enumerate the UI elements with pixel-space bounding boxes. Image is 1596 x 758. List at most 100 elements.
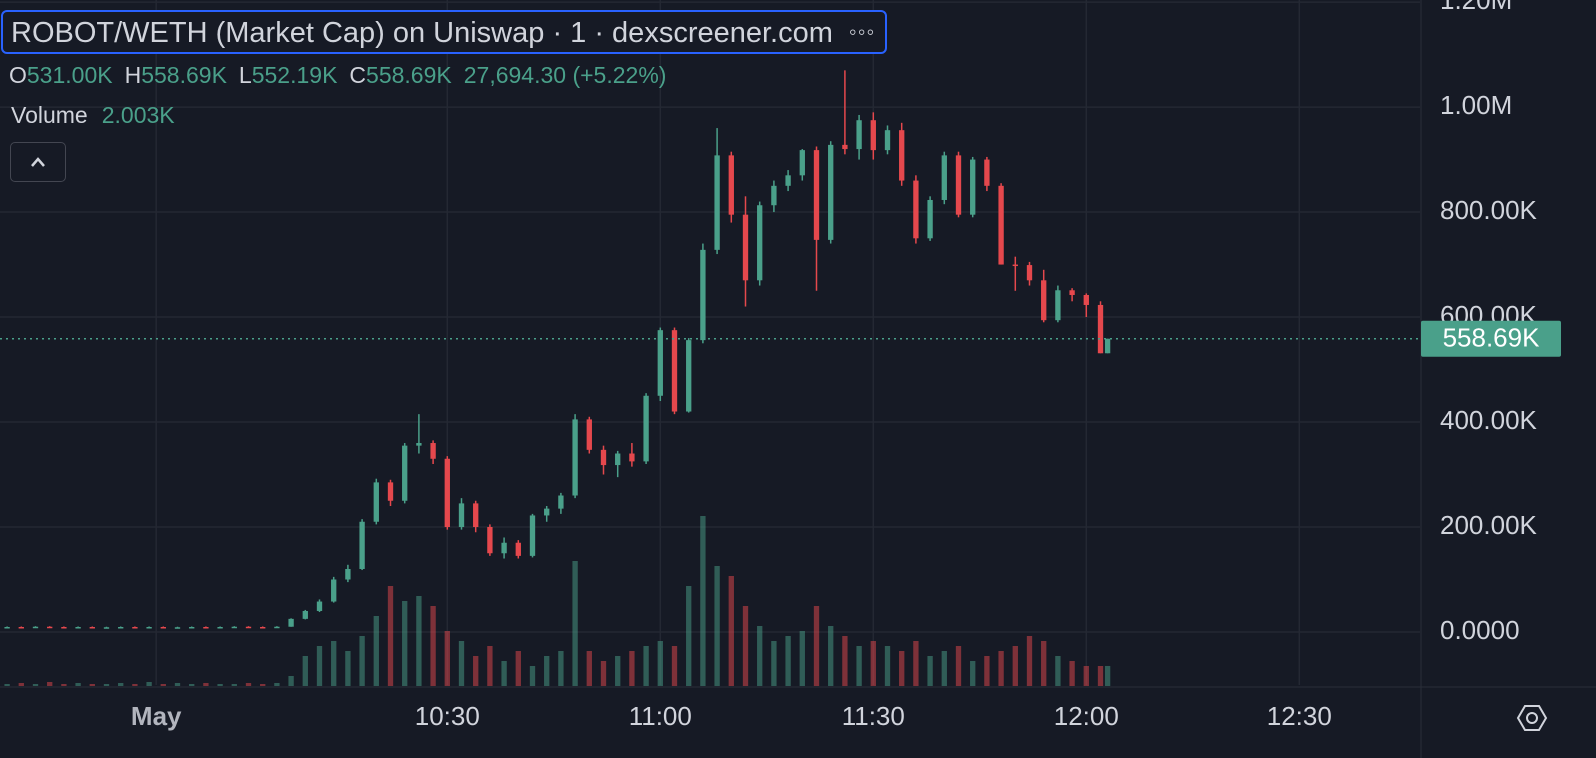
volume-bar [473, 656, 479, 686]
candle-body [671, 330, 678, 412]
settings-icon[interactable] [1516, 705, 1548, 731]
volume-bar [174, 683, 181, 686]
ohlc-key: H [124, 62, 142, 88]
volume-bar [274, 683, 280, 686]
last-price-box [1421, 320, 1561, 357]
volume-bar [984, 656, 990, 686]
volume-bar [686, 586, 692, 686]
volume-bar [32, 684, 39, 686]
settings-hexagon [1516, 705, 1548, 731]
volume-bar [771, 641, 777, 686]
volume-bar [217, 684, 223, 686]
candle-body [714, 155, 720, 250]
volume-bar [1055, 656, 1061, 686]
candle-body [686, 340, 692, 412]
volume-bar [742, 606, 749, 686]
volume-label: Volume [11, 102, 88, 128]
volume-bar [842, 636, 848, 686]
volume-bar [828, 626, 834, 686]
candle-body [47, 626, 53, 629]
candle-body [160, 626, 166, 629]
x-tick-label: 12:00 [1054, 701, 1119, 731]
volume-bar [501, 661, 507, 686]
candles [4, 70, 1111, 629]
ohlc-value: 558.69K [141, 62, 227, 88]
y-tick-label: 1.00M [1440, 90, 1512, 120]
candle-body [558, 495, 564, 509]
candle-body [927, 199, 933, 239]
candle-body [331, 579, 337, 602]
candle-body [473, 503, 479, 528]
candle-body [544, 508, 550, 516]
volume-bar [89, 684, 95, 686]
candle-body [586, 419, 592, 450]
candle-body [345, 568, 351, 580]
candle-body [174, 627, 181, 629]
candle-body [1104, 338, 1111, 354]
volume-bar [955, 646, 962, 686]
candle-body [1097, 304, 1104, 354]
volume-bar [529, 666, 536, 686]
title-box[interactable]: ROBOT/WETH (Market Cap) on Uniswap · 1 ·… [1, 10, 888, 54]
volume-bar [813, 606, 820, 686]
candle-body [700, 249, 706, 341]
candle-body [430, 443, 436, 459]
volume-bar [103, 684, 110, 686]
ohlc-value: 531.00K [26, 62, 113, 88]
more-dots[interactable]: ◦◦◦ [848, 19, 876, 44]
candle-body [955, 155, 962, 215]
ohlc-value: 558.69K [366, 62, 452, 88]
volume-bar [118, 683, 124, 686]
volume-bar [444, 631, 450, 686]
volume-bar [615, 656, 621, 686]
candle-body [302, 610, 308, 619]
volume-bar [1083, 666, 1089, 686]
volume-bar [643, 646, 649, 686]
volume-bar [1104, 665, 1111, 686]
volume-bar [970, 661, 976, 686]
volume-bar [132, 684, 138, 686]
candle-body [316, 601, 323, 611]
volume-bar [671, 646, 678, 686]
candle-body [572, 419, 578, 496]
collapse-button[interactable] [10, 142, 66, 182]
ohlc-key: O [9, 62, 27, 88]
volume-bar [1041, 641, 1047, 686]
candle-body [842, 144, 848, 150]
caret [31, 157, 45, 167]
candle-body [771, 185, 777, 206]
candle-body [757, 205, 763, 281]
candle-body [18, 626, 24, 629]
volume-bar [558, 651, 564, 686]
volume-bar [1097, 666, 1104, 686]
candle-body [103, 627, 110, 629]
volume-bar [884, 646, 891, 686]
volume-bars [4, 516, 1111, 686]
candle-body [742, 214, 749, 281]
volume-bar [714, 566, 720, 686]
volume-bar [458, 641, 465, 686]
volume-bar [231, 684, 237, 686]
candle-body [89, 626, 95, 629]
x-tick-label: 12:30 [1267, 701, 1332, 731]
volume-bar [203, 683, 209, 686]
x-tick-label: May [131, 701, 182, 731]
candle-body [998, 185, 1004, 265]
volume-bar [572, 561, 578, 686]
candle-body [643, 395, 649, 462]
candle-body [899, 130, 905, 181]
volume-bar [387, 586, 394, 686]
candle-body [728, 155, 734, 215]
volume-bar [700, 516, 706, 686]
volume-bar [331, 641, 337, 686]
ohlc-key: L [238, 62, 252, 88]
candle-body [984, 159, 990, 186]
candle-body [529, 515, 536, 556]
candle-body [132, 626, 138, 629]
caret-icon [31, 157, 45, 167]
candle-body [118, 626, 124, 629]
y-tick-label: 200.00K [1440, 510, 1538, 540]
